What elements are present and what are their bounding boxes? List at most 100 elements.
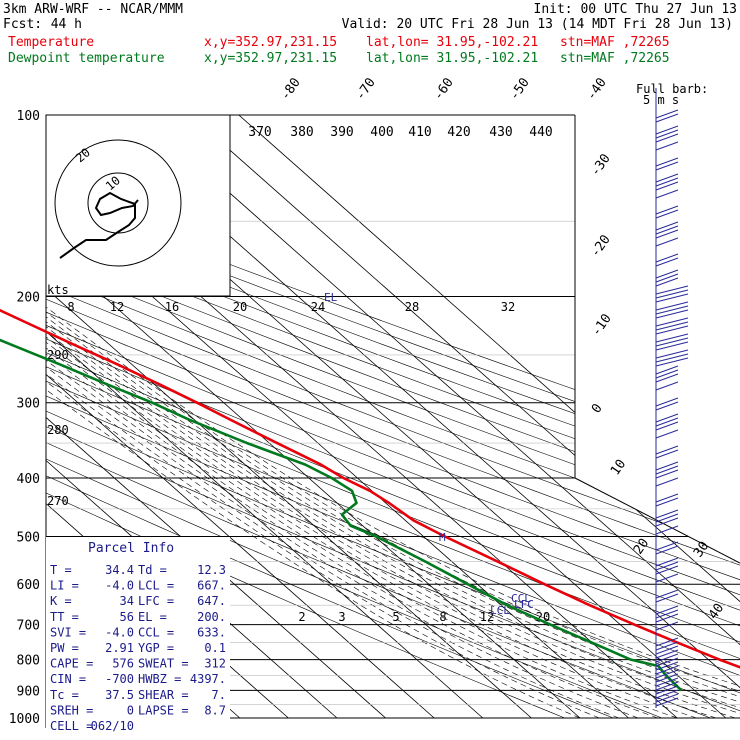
wind-barb xyxy=(655,693,679,703)
wind-barb xyxy=(655,349,689,359)
wind-barb xyxy=(655,497,679,507)
legend-dewpoint-latlon: lat,lon= 31.95,-102.21 xyxy=(366,51,538,66)
parcel-info-key: CCL = xyxy=(138,625,174,639)
parcel-info-panel: Parcel Info T = 34.4 Td = 12.3 LI = -4.0 LC… xyxy=(46,537,230,733)
dewpoint-curve xyxy=(0,338,683,692)
wind-barb xyxy=(655,685,679,695)
pressure-label: 200 xyxy=(17,291,40,306)
hodograph-speed-label: 16 xyxy=(165,300,179,314)
wind-barb xyxy=(655,125,679,135)
wind-barb xyxy=(655,557,679,567)
wind-barb xyxy=(655,325,689,335)
wind-barb xyxy=(655,309,689,319)
wind-barb xyxy=(655,369,679,379)
pressure-label: 1000 xyxy=(9,712,40,727)
wind-barb xyxy=(655,673,679,683)
theta-label: 410 xyxy=(408,125,431,140)
parcel-info-key: LFC = xyxy=(138,594,174,608)
hodograph-speed-label: 8 xyxy=(67,300,74,314)
parcel-info-title: Parcel Info xyxy=(88,541,174,556)
wind-barb xyxy=(655,609,679,619)
parcel-info-key: PW = xyxy=(50,641,79,655)
wind-barb xyxy=(655,277,679,287)
wind-barb xyxy=(655,321,689,331)
annotation-lfc: LFC xyxy=(514,598,534,611)
parcel-info-value: 8.7 xyxy=(204,703,226,717)
wind-barb xyxy=(655,401,679,411)
hodograph-speed-label: 12 xyxy=(110,300,124,314)
wind-barb xyxy=(655,337,689,347)
hodograph-speed-label: 20 xyxy=(233,300,247,314)
wind-barb xyxy=(655,689,679,699)
wind-barb xyxy=(655,209,679,219)
isotherm-line xyxy=(189,115,740,719)
wind-barb xyxy=(655,697,679,707)
wind-barb xyxy=(655,449,679,459)
wind-barb xyxy=(655,417,679,427)
wind-barb xyxy=(655,657,679,667)
theta-label: 440 xyxy=(529,125,552,140)
parcel-info-background xyxy=(46,537,230,728)
parcel-info-key: LI = xyxy=(50,579,79,593)
wind-barb xyxy=(655,253,679,263)
isotherm-label: -60 xyxy=(431,75,457,103)
wind-barb xyxy=(655,237,679,247)
wind-barb xyxy=(655,653,679,663)
wind-barb xyxy=(655,645,679,655)
theta-label: 400 xyxy=(370,125,393,140)
wind-barb xyxy=(655,173,679,183)
wind-barb xyxy=(655,289,689,299)
isotherm-label: -40 xyxy=(584,75,610,103)
mixing-ratio-label: 5 xyxy=(392,610,399,624)
wind-barb xyxy=(655,641,679,651)
wind-barb xyxy=(655,621,679,631)
isotherm-label: -80 xyxy=(278,75,304,103)
pressure-label: 700 xyxy=(17,619,40,634)
wind-barb xyxy=(655,161,679,171)
wind-barb xyxy=(655,333,689,343)
isotherm-label: -10 xyxy=(589,311,615,339)
isotherm-label: 0 xyxy=(589,401,606,416)
wind-barb xyxy=(655,189,679,199)
wind-barb xyxy=(655,141,679,151)
wind-barb xyxy=(655,357,689,367)
wind-barb xyxy=(655,605,679,615)
wind-barb xyxy=(655,129,679,139)
wind-barb xyxy=(655,469,679,479)
parcel-info-value: 667. xyxy=(197,579,226,593)
parcel-info-value: -4.0 xyxy=(105,625,134,639)
parcel-info-key: T = xyxy=(50,563,72,577)
parcel-info-key: EL = xyxy=(138,610,167,624)
legend-dewpoint-xy: x,y=352.97,231.15 xyxy=(204,51,337,66)
wind-barb xyxy=(655,397,679,407)
parcel-info-value: 647. xyxy=(197,594,226,608)
wind-barb xyxy=(655,649,679,659)
dry-adiabat-label: 270 xyxy=(47,494,69,508)
wind-barb xyxy=(655,493,679,503)
wind-barb xyxy=(655,677,679,687)
forecast-hour: 44 h xyxy=(51,17,82,32)
parcel-info-key: SVI = xyxy=(50,625,86,639)
wind-barb xyxy=(655,561,679,571)
parcel-info-key: LCL = xyxy=(138,579,174,593)
wind-barb xyxy=(655,669,679,679)
parcel-info-value: 34 xyxy=(120,594,134,608)
theta-label: 390 xyxy=(330,125,353,140)
wind-barb xyxy=(655,513,679,523)
parcel-info-value: 37.5 xyxy=(105,688,134,702)
parcel-info-key: Td = xyxy=(138,563,167,577)
wind-barb xyxy=(655,301,689,311)
wind-barbs: Full barb: 5 m s xyxy=(636,82,708,708)
init-time: Init: 00 UTC Thu 27 Jun 13 xyxy=(534,2,738,17)
wind-barb xyxy=(655,413,679,423)
mixing-ratio-label: 12 xyxy=(480,610,494,624)
barb-ticks xyxy=(655,109,689,707)
barb-legend-label: Full barb: xyxy=(636,82,708,96)
hodograph: 10 20 kts xyxy=(45,114,231,297)
wind-barb xyxy=(655,613,679,623)
model-title: 3km ARW-WRF -- NCAR/MMM xyxy=(3,2,183,17)
hodograph-speed-label: 28 xyxy=(405,300,419,314)
wind-barb xyxy=(655,109,679,119)
hodograph-frame xyxy=(45,114,231,297)
